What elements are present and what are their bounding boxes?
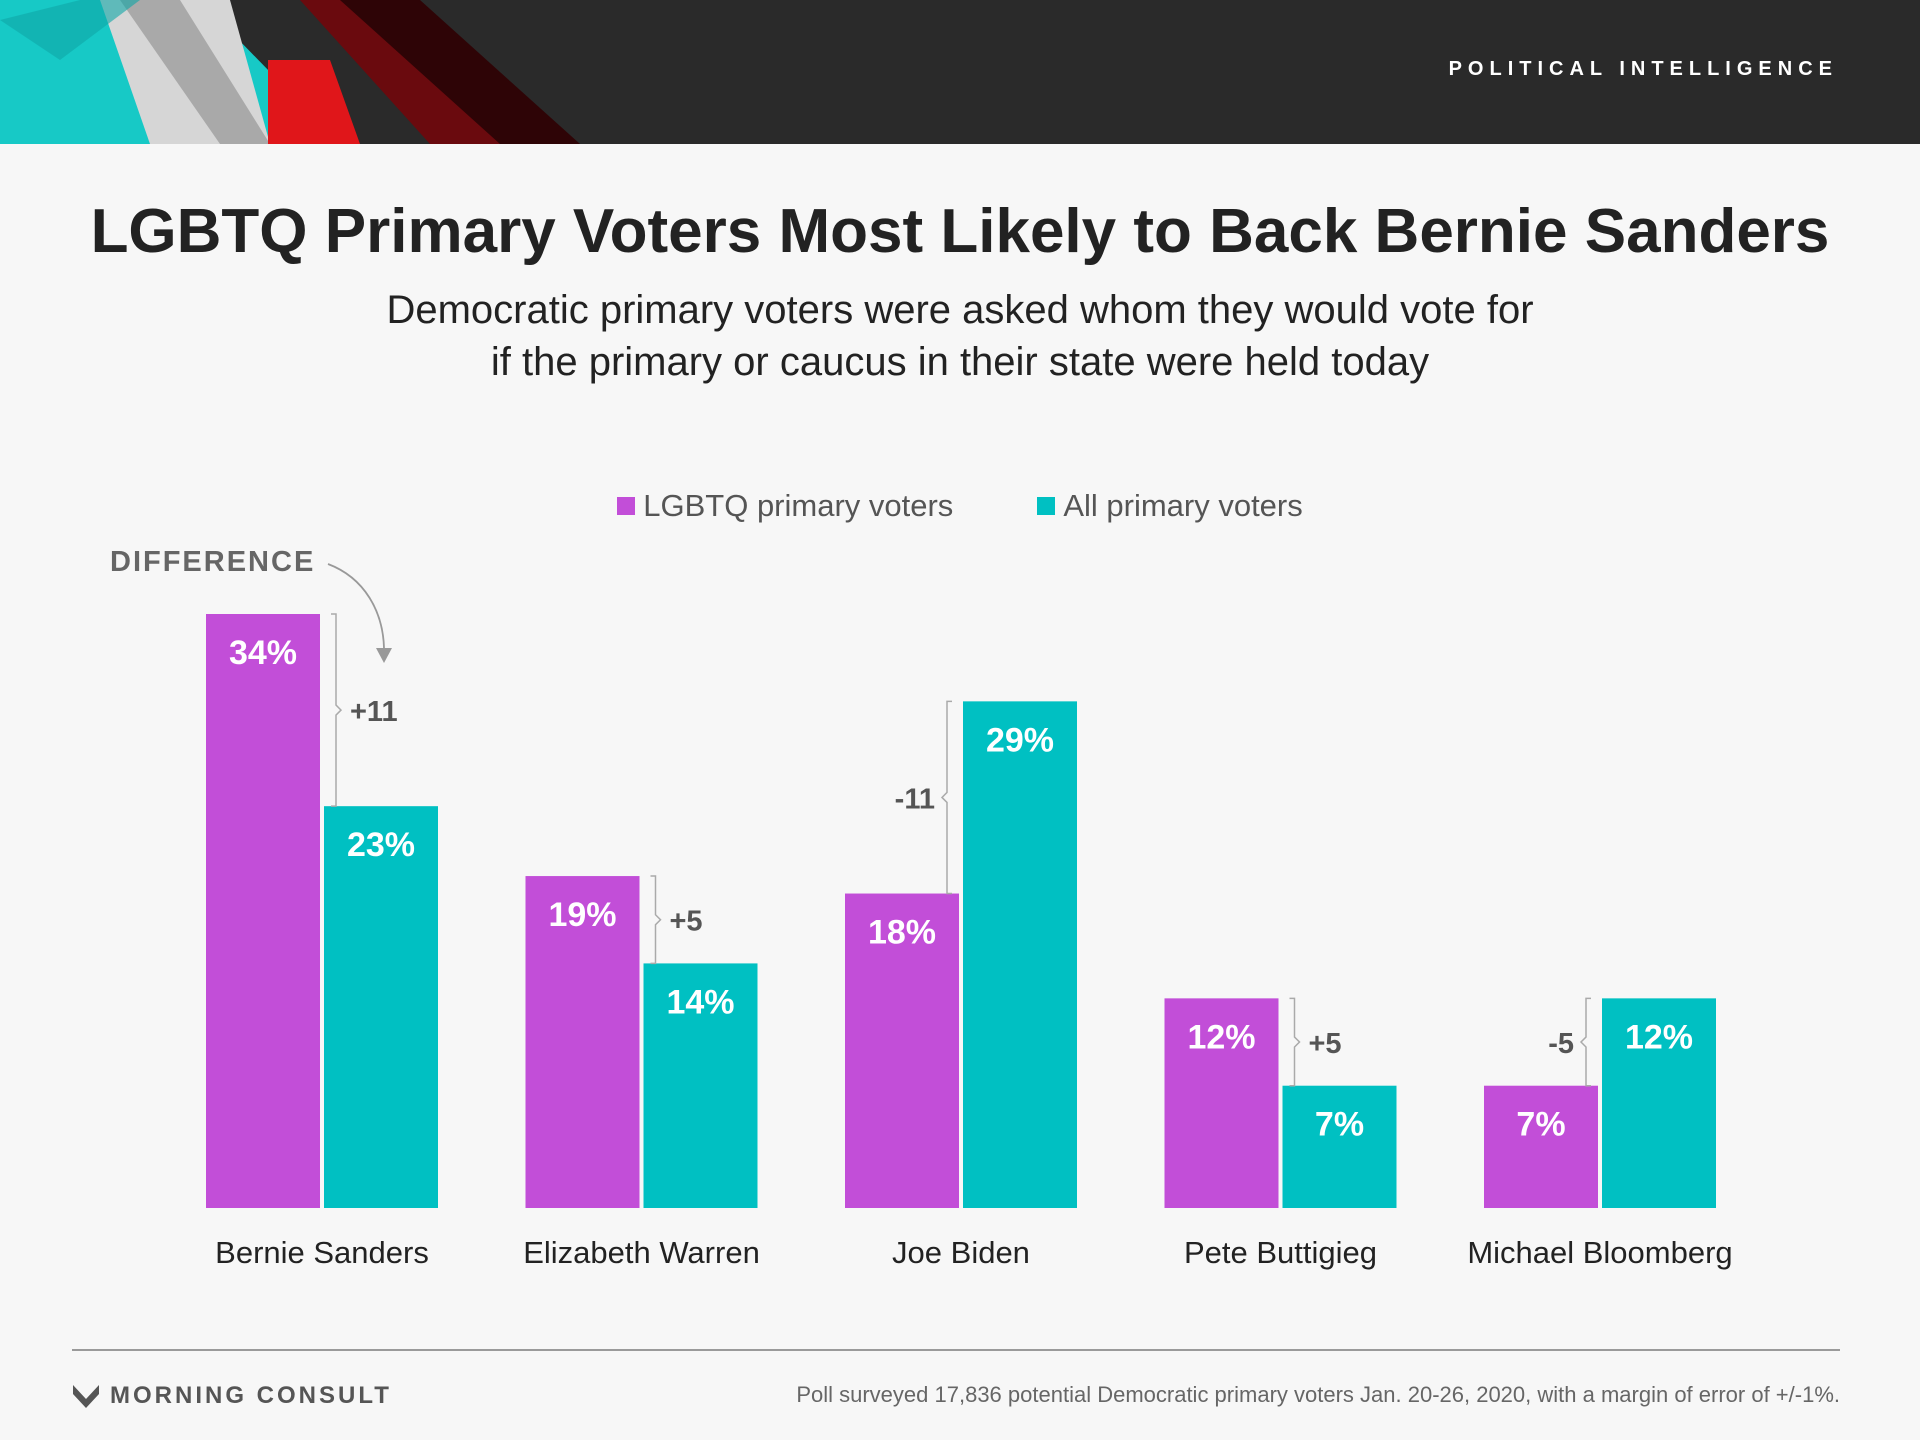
data-label: 7% [1516,1106,1565,1144]
legend-label-all: All primary voters [1063,488,1303,523]
bar-all-pete-buttigieg [1282,1085,1397,1208]
difference-bracket [650,875,662,965]
difference-label: -5 [1548,1028,1574,1060]
difference-bracket [1579,997,1591,1087]
footer-divider [72,1349,1840,1351]
data-label: 34% [229,634,297,672]
category-label: Elizabeth Warren [523,1235,760,1270]
data-label: 29% [986,721,1054,759]
difference-bracket [331,613,343,807]
difference-label: +5 [670,906,703,938]
category-label: Bernie Sanders [215,1235,429,1270]
difference-annotation: DIFFERENCE [110,546,315,578]
data-label: 23% [347,826,415,864]
bar-lgbtq-joe-biden [845,893,959,1208]
difference-bracket [1289,997,1301,1087]
bar-lgbtq-elizabeth-warren [525,876,640,1208]
data-label: 18% [868,914,936,952]
data-label: 12% [1187,1018,1255,1056]
category-label: Joe Biden [892,1235,1030,1270]
difference-bracket [940,700,952,895]
legend-item-lgbtq: LGBTQ primary voters [617,488,953,524]
logo-text: MORNING CONSULT [110,1382,392,1409]
bar-lgbtq-bernie-sanders [206,614,320,1208]
section-tag: POLITICAL INTELLIGENCE [1448,58,1838,80]
difference-label: +11 [350,696,398,728]
banner-artwork [0,0,580,144]
legend-label-lgbtq: LGBTQ primary voters [643,488,954,523]
subtitle-line-2: if the primary or caucus in their state … [490,340,1430,384]
difference-label: -11 [895,783,935,815]
subtitle-line-1: Democratic primary voters were asked who… [386,288,1534,332]
header-banner: POLITICAL INTELLIGENCE [0,0,1920,144]
data-label: 12% [1625,1018,1693,1056]
morning-consult-logo-icon [73,1385,99,1408]
chart-title: LGBTQ Primary Voters Most Likely to Back… [90,197,1830,266]
chart-legend: LGBTQ primary voters All primary voters [0,488,1920,524]
chart-subtitle: Democratic primary voters were asked who… [0,284,1920,388]
data-label: 7% [1315,1106,1364,1144]
bar-all-elizabeth-warren [643,963,758,1208]
legend-swatch-all [1037,497,1056,515]
data-label: 14% [666,983,734,1021]
source-note: Poll surveyed 17,836 potential Democrati… [796,1382,1840,1407]
bar-all-joe-biden [963,701,1077,1208]
arrow-head-icon [376,648,392,663]
bar-all-bernie-sanders [324,806,438,1208]
annotation-arrow [327,563,385,649]
bar-lgbtq-michael-bloomberg [1484,1085,1598,1208]
legend-swatch-lgbtq [617,497,636,515]
bar-lgbtq-pete-buttigieg [1164,998,1279,1208]
category-label: Pete Buttigieg [1184,1235,1377,1270]
category-label: Michael Bloomberg [1467,1235,1732,1270]
bar-all-michael-bloomberg [1602,998,1716,1208]
difference-label: +5 [1309,1028,1342,1060]
footer-logo: MORNING CONSULT [72,1382,392,1410]
legend-item-all: All primary voters [1037,488,1303,524]
data-label: 19% [548,896,616,934]
